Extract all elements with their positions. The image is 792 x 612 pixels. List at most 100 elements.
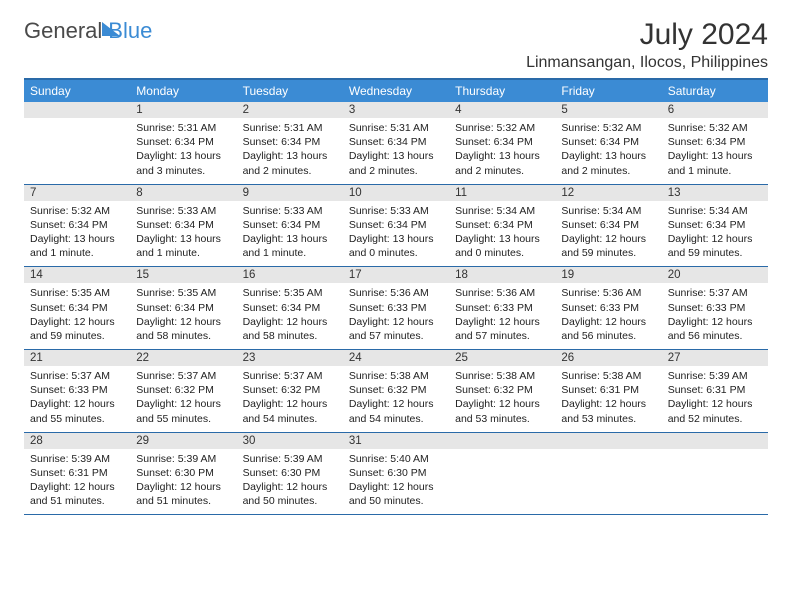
weekday-header: Monday <box>130 80 236 102</box>
daylight-text: Daylight: 12 hours and 57 minutes. <box>455 315 549 343</box>
day-cell: 14Sunrise: 5:35 AMSunset: 6:34 PMDayligh… <box>24 267 130 349</box>
day-body: Sunrise: 5:36 AMSunset: 6:33 PMDaylight:… <box>449 283 555 349</box>
logo-text-blue: Blue <box>108 18 152 44</box>
sunrise-text: Sunrise: 5:38 AM <box>349 369 443 383</box>
week-row: 1Sunrise: 5:31 AMSunset: 6:34 PMDaylight… <box>24 102 768 185</box>
sunset-text: Sunset: 6:32 PM <box>455 383 549 397</box>
sunrise-text: Sunrise: 5:32 AM <box>455 121 549 135</box>
sunrise-text: Sunrise: 5:40 AM <box>349 452 443 466</box>
day-number-bar: 30 <box>237 433 343 449</box>
sunrise-text: Sunrise: 5:33 AM <box>243 204 337 218</box>
sunset-text: Sunset: 6:34 PM <box>136 301 230 315</box>
day-number-bar: 7 <box>24 185 130 201</box>
daylight-text: Daylight: 13 hours and 0 minutes. <box>455 232 549 260</box>
daylight-text: Daylight: 13 hours and 1 minute. <box>136 232 230 260</box>
day-body: Sunrise: 5:39 AMSunset: 6:30 PMDaylight:… <box>237 449 343 515</box>
daylight-text: Daylight: 12 hours and 56 minutes. <box>561 315 655 343</box>
sunset-text: Sunset: 6:30 PM <box>243 466 337 480</box>
day-number-bar: 8 <box>130 185 236 201</box>
sunset-text: Sunset: 6:34 PM <box>243 135 337 149</box>
day-cell: 3Sunrise: 5:31 AMSunset: 6:34 PMDaylight… <box>343 102 449 184</box>
day-number-bar: 23 <box>237 350 343 366</box>
day-number-bar: 27 <box>662 350 768 366</box>
day-cell: 27 Sunrise: 5:39 AMSunset: 6:31 PMDayligh… <box>662 350 768 432</box>
day-cell: 19Sunrise: 5:36 AMSunset: 6:33 PMDayligh… <box>555 267 661 349</box>
sunset-text: Sunset: 6:34 PM <box>349 218 443 232</box>
day-number-bar: 28 <box>24 433 130 449</box>
daylight-text: Daylight: 12 hours and 52 minutes. <box>668 397 762 425</box>
day-number-bar <box>24 102 130 118</box>
day-cell: 24Sunrise: 5:38 AMSunset: 6:32 PMDayligh… <box>343 350 449 432</box>
day-body: Sunrise: 5:40 AMSunset: 6:30 PMDaylight:… <box>343 449 449 515</box>
daylight-text: Daylight: 13 hours and 1 minute. <box>668 149 762 177</box>
day-cell: 7Sunrise: 5:32 AMSunset: 6:34 PMDaylight… <box>24 185 130 267</box>
day-number-bar: 16 <box>237 267 343 283</box>
day-number-bar: 5 <box>555 102 661 118</box>
weekday-header: Wednesday <box>343 80 449 102</box>
sunset-text: Sunset: 6:33 PM <box>561 301 655 315</box>
day-body: Sunrise: 5:31 AMSunset: 6:34 PMDaylight:… <box>343 118 449 184</box>
day-number-bar: 25 <box>449 350 555 366</box>
day-number-bar: 11 <box>449 185 555 201</box>
sunrise-text: Sunrise: 5:32 AM <box>561 121 655 135</box>
day-number-bar: 20 <box>662 267 768 283</box>
day-body: Sunrise: 5:33 AMSunset: 6:34 PMDaylight:… <box>343 201 449 267</box>
sunset-text: Sunset: 6:33 PM <box>349 301 443 315</box>
daylight-text: Daylight: 12 hours and 57 minutes. <box>349 315 443 343</box>
day-body: Sunrise: 5:36 AMSunset: 6:33 PMDaylight:… <box>555 283 661 349</box>
daylight-text: Daylight: 12 hours and 59 minutes. <box>561 232 655 260</box>
sunset-text: Sunset: 6:30 PM <box>136 466 230 480</box>
day-number-bar: 15 <box>130 267 236 283</box>
weekday-header: Friday <box>555 80 661 102</box>
day-number-bar: 24 <box>343 350 449 366</box>
day-number-bar: 17 <box>343 267 449 283</box>
daylight-text: Daylight: 13 hours and 2 minutes. <box>349 149 443 177</box>
day-cell: 6Sunrise: 5:32 AMSunset: 6:34 PMDaylight… <box>662 102 768 184</box>
sunrise-text: Sunrise: 5:39 AM <box>668 369 762 383</box>
sunset-text: Sunset: 6:31 PM <box>668 383 762 397</box>
sunset-text: Sunset: 6:34 PM <box>243 218 337 232</box>
day-number-bar: 12 <box>555 185 661 201</box>
day-number-bar: 6 <box>662 102 768 118</box>
sunset-text: Sunset: 6:32 PM <box>349 383 443 397</box>
weekday-header: Thursday <box>449 80 555 102</box>
page-title: July 2024 <box>526 18 768 52</box>
daylight-text: Daylight: 12 hours and 53 minutes. <box>455 397 549 425</box>
sunset-text: Sunset: 6:33 PM <box>455 301 549 315</box>
day-cell: 28Sunrise: 5:39 AMSunset: 6:31 PMDayligh… <box>24 433 130 515</box>
sunrise-text: Sunrise: 5:35 AM <box>136 286 230 300</box>
day-cell: 20Sunrise: 5:37 AMSunset: 6:33 PMDayligh… <box>662 267 768 349</box>
sunrise-text: Sunrise: 5:31 AM <box>349 121 443 135</box>
sunset-text: Sunset: 6:34 PM <box>136 218 230 232</box>
day-body: Sunrise: 5:31 AMSunset: 6:34 PMDaylight:… <box>130 118 236 184</box>
day-cell: 26Sunrise: 5:38 AMSunset: 6:31 PMDayligh… <box>555 350 661 432</box>
sunrise-text: Sunrise: 5:36 AM <box>349 286 443 300</box>
sunrise-text: Sunrise: 5:37 AM <box>30 369 124 383</box>
sunrise-text: Sunrise: 5:39 AM <box>243 452 337 466</box>
sunset-text: Sunset: 6:34 PM <box>30 301 124 315</box>
sunset-text: Sunset: 6:34 PM <box>30 218 124 232</box>
daylight-text: Daylight: 12 hours and 56 minutes. <box>668 315 762 343</box>
day-number-bar: 26 <box>555 350 661 366</box>
week-row: 21Sunrise: 5:37 AMSunset: 6:33 PMDayligh… <box>24 350 768 433</box>
sunrise-text: Sunrise: 5:37 AM <box>243 369 337 383</box>
day-body: Sunrise: 5:37 AMSunset: 6:32 PMDaylight:… <box>130 366 236 432</box>
day-number-bar: 10 <box>343 185 449 201</box>
weekday-header: Saturday <box>662 80 768 102</box>
day-body: Sunrise: 5:31 AMSunset: 6:34 PMDaylight:… <box>237 118 343 184</box>
daylight-text: Daylight: 13 hours and 3 minutes. <box>136 149 230 177</box>
day-number-bar: 18 <box>449 267 555 283</box>
sunset-text: Sunset: 6:32 PM <box>243 383 337 397</box>
day-cell <box>24 102 130 184</box>
day-number-bar: 19 <box>555 267 661 283</box>
day-number-bar: 22 <box>130 350 236 366</box>
daylight-text: Daylight: 12 hours and 51 minutes. <box>136 480 230 508</box>
sunset-text: Sunset: 6:34 PM <box>349 135 443 149</box>
sunrise-text: Sunrise: 5:34 AM <box>561 204 655 218</box>
day-number-bar <box>662 433 768 449</box>
sunrise-text: Sunrise: 5:34 AM <box>668 204 762 218</box>
sunrise-text: Sunrise: 5:35 AM <box>243 286 337 300</box>
sunset-text: Sunset: 6:31 PM <box>30 466 124 480</box>
day-number-bar <box>555 433 661 449</box>
sunset-text: Sunset: 6:34 PM <box>136 135 230 149</box>
